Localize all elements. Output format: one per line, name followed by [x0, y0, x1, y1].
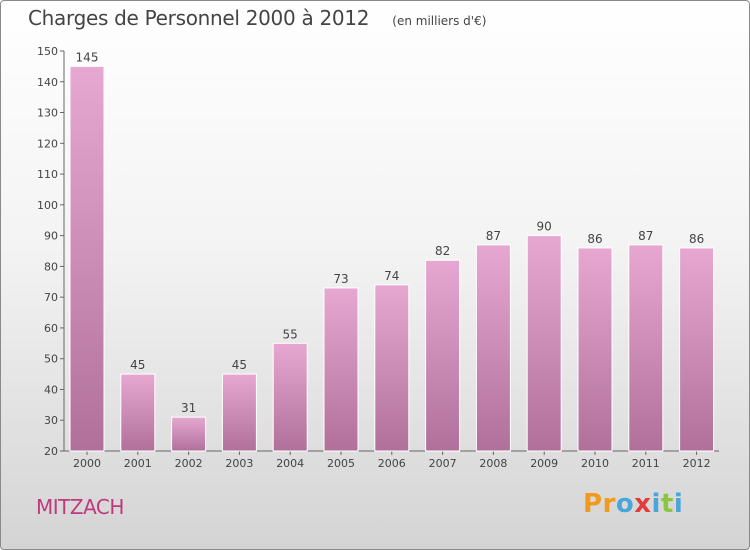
bar-value-label: 74: [384, 269, 399, 283]
bar-value-label: 145: [76, 50, 99, 64]
bar: [425, 259, 461, 452]
y-tick-label: 110: [37, 168, 58, 181]
bar: [475, 244, 511, 452]
bar-value-label: 82: [435, 244, 450, 258]
logo-letter: i: [651, 489, 661, 519]
bar: [69, 65, 105, 452]
bar-value-label: 31: [181, 401, 196, 415]
x-tick-label: 2004: [276, 457, 304, 470]
bars: 145 45 31 45 55 73 74 82 87 90 86 87 86: [69, 50, 715, 452]
y-tick-label: 30: [44, 414, 58, 427]
x-tick-label: 2012: [683, 457, 711, 470]
x-tick-label: 2002: [175, 457, 203, 470]
x-tick-label: 2007: [429, 457, 457, 470]
y-tick-label: 50: [44, 353, 58, 366]
bar: [272, 342, 308, 452]
logo-letter: o: [615, 489, 635, 519]
y-tick-label: 70: [44, 291, 58, 304]
bar: [120, 373, 156, 452]
y-tick-label: 150: [37, 45, 58, 58]
y-tick-label: 60: [44, 322, 58, 335]
bar: [526, 235, 562, 452]
logo-letter: P: [583, 489, 603, 519]
bar-value-label: 45: [130, 358, 145, 372]
bar: [374, 284, 410, 452]
x-tick-label: 2011: [632, 457, 660, 470]
bar-value-label: 87: [486, 229, 501, 243]
bar: [679, 247, 715, 452]
bar-value-label: 45: [232, 358, 247, 372]
bar-value-label: 87: [638, 229, 653, 243]
bar: [628, 244, 664, 452]
logo-letter: t: [660, 489, 674, 519]
y-tick-label: 120: [37, 137, 58, 150]
y-tick-label: 80: [44, 260, 58, 273]
bar: [221, 373, 257, 452]
y-tick-label: 90: [44, 230, 58, 243]
x-tick-label: 2001: [124, 457, 152, 470]
x-tick-label: 2008: [479, 457, 507, 470]
y-tick-label: 20: [44, 445, 58, 458]
logo-letter: r: [602, 489, 616, 519]
x-tick-label: 2005: [327, 457, 355, 470]
x-tick-label: 2003: [225, 457, 253, 470]
x-tick-label: 2006: [378, 457, 406, 470]
bar-value-label: 86: [587, 232, 602, 246]
bar: [323, 287, 359, 452]
location-name: MITZACH: [36, 495, 124, 519]
chart-subtitle: (en milliers d'€): [392, 14, 487, 28]
y-tick-label: 130: [37, 107, 58, 120]
bar-value-label: 55: [283, 327, 298, 341]
axes: 20 30 40 50 60 70 80 90 100 110 120 130 140 150 2000 20…: [37, 45, 719, 470]
bar-value-label: 86: [689, 232, 704, 246]
logo-letter: x: [634, 489, 652, 519]
logo-letter: i: [673, 489, 684, 519]
title-row: Charges de Personnel 2000 à 2012 (en mil…: [28, 6, 486, 30]
y-tick-label: 140: [37, 76, 58, 89]
x-tick-label: 2009: [530, 457, 558, 470]
bar: [171, 416, 207, 452]
chart-title: Charges de Personnel 2000 à 2012: [28, 6, 370, 30]
y-tick-label: 40: [44, 383, 58, 396]
bar-value-label: 73: [333, 272, 348, 286]
bar: [577, 247, 613, 452]
proxiti-logo: Proxiti: [583, 489, 683, 519]
x-tick-label: 2010: [581, 457, 609, 470]
x-tick-label: 2000: [73, 457, 101, 470]
bar-value-label: 90: [537, 220, 552, 234]
y-tick-label: 100: [37, 199, 58, 212]
